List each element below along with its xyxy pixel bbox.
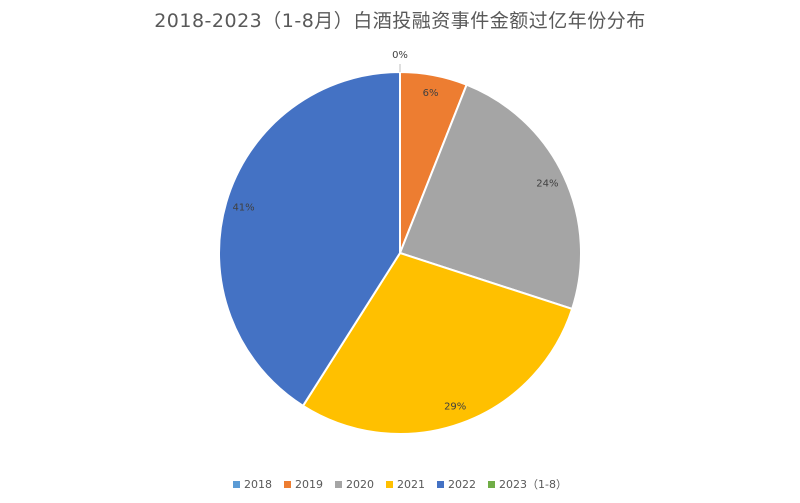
legend-swatch (488, 480, 496, 488)
legend-item-2020: 2020 (335, 476, 374, 492)
legend-item-2021: 2021 (386, 476, 425, 492)
legend-label: 2021 (397, 477, 426, 491)
legend-item-202318: 2023（1-8） (488, 476, 567, 492)
legend-swatch (386, 480, 394, 488)
legend-label: 2018 (244, 477, 273, 491)
pie-slice-2021 (301, 251, 574, 435)
pie-slice-2022 (218, 70, 401, 408)
slice-label-2022: 41% (232, 203, 254, 214)
legend-swatch (335, 480, 343, 488)
pie-slice-2020 (398, 83, 582, 311)
legend-label: 2020 (346, 477, 375, 491)
legend-swatch (233, 480, 241, 488)
slice-label-2021: 29% (444, 401, 466, 412)
legend-item-2019: 2019 (284, 476, 323, 492)
legend-item-2022: 2022 (437, 476, 476, 492)
legend: 2018 2019 2020 2021 2022 2023（1-8） (0, 476, 800, 492)
legend-label: 2023（1-8） (499, 478, 567, 491)
legend-item-2018: 2018 (233, 476, 272, 492)
slice-label-2019: 6% (423, 88, 439, 99)
legend-swatch (437, 480, 445, 488)
legend-label: 2022 (448, 477, 477, 491)
legend-swatch (284, 480, 292, 488)
legend-label: 2019 (295, 477, 324, 491)
chart-title: 2018-2023（1-8月）白酒投融资事件金额过亿年份分布 (154, 10, 646, 32)
slice-label-2018: 0% (392, 50, 408, 61)
slice-label-2020: 24% (536, 179, 558, 190)
